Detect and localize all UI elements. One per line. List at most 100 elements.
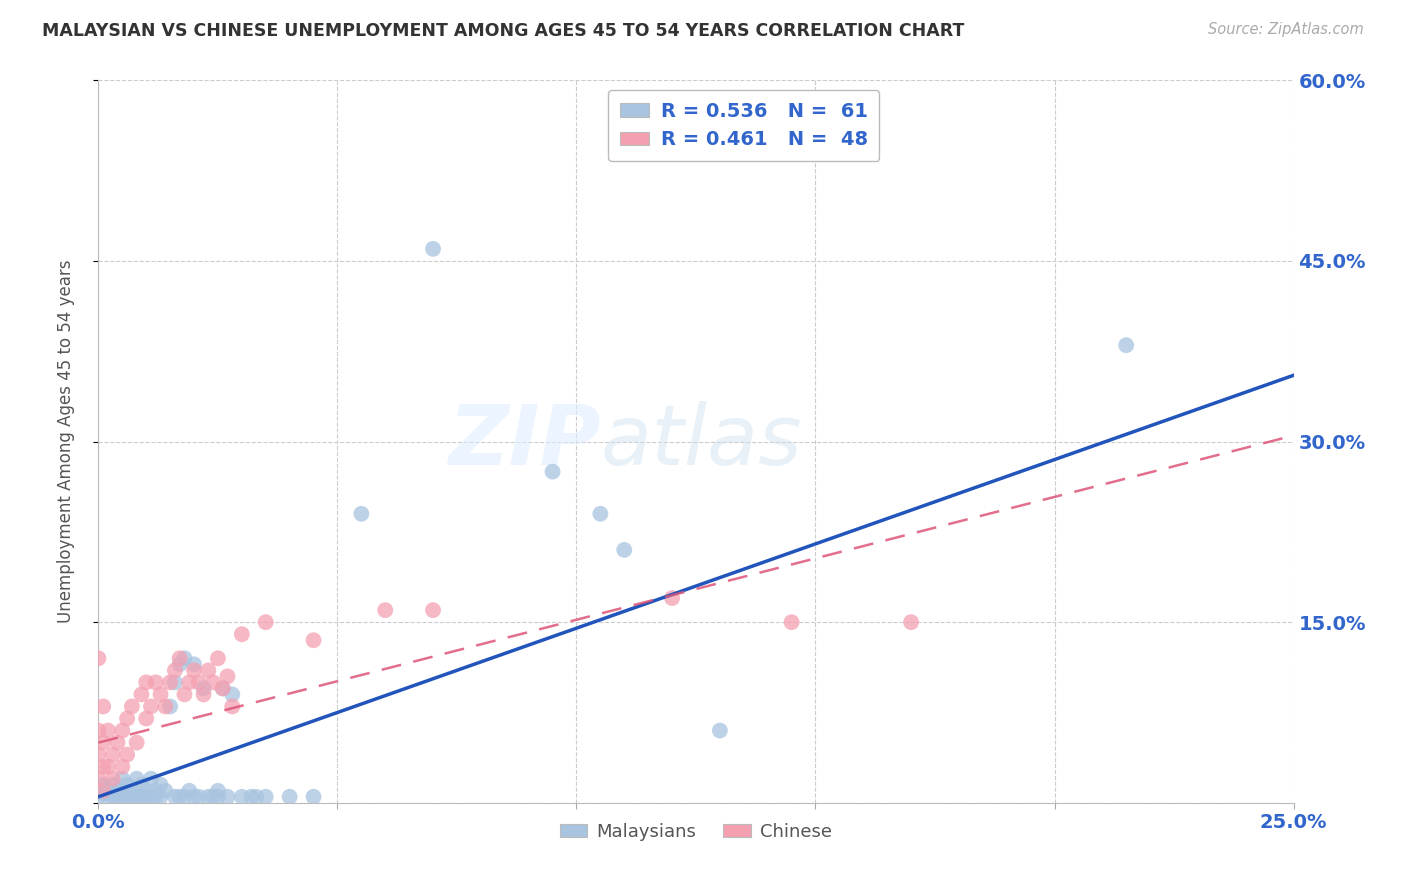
Point — [107, 789, 129, 804]
Point — [613, 542, 636, 557]
Point — [179, 675, 201, 690]
Point — [163, 675, 186, 690]
Point — [111, 772, 134, 786]
Point — [350, 507, 373, 521]
Point — [101, 747, 124, 762]
Point — [187, 675, 209, 690]
Point — [115, 747, 138, 762]
Point — [661, 591, 683, 605]
Point — [159, 675, 181, 690]
Point — [422, 242, 444, 256]
Point — [187, 789, 209, 804]
Point — [91, 784, 114, 798]
Point — [145, 675, 167, 690]
Point — [97, 789, 120, 804]
Point — [115, 789, 138, 804]
Point — [101, 772, 124, 786]
Point — [254, 615, 277, 630]
Point — [121, 789, 143, 804]
Text: atlas: atlas — [600, 401, 801, 482]
Point — [217, 669, 239, 683]
Point — [231, 627, 253, 641]
Point — [135, 675, 157, 690]
Point — [183, 664, 205, 678]
Point — [135, 784, 157, 798]
Point — [780, 615, 803, 630]
Point — [1115, 338, 1137, 352]
Point — [709, 723, 731, 738]
Point — [211, 681, 233, 696]
Point — [163, 664, 186, 678]
Point — [115, 778, 138, 792]
Point — [111, 723, 134, 738]
Y-axis label: Unemployment Among Ages 45 to 54 years: Unemployment Among Ages 45 to 54 years — [56, 260, 75, 624]
Point — [121, 699, 143, 714]
Point — [173, 687, 195, 701]
Point — [107, 784, 129, 798]
Point — [179, 784, 201, 798]
Point — [121, 784, 143, 798]
Point — [91, 760, 114, 774]
Point — [139, 772, 162, 786]
Point — [900, 615, 922, 630]
Point — [97, 760, 120, 774]
Point — [139, 789, 162, 804]
Text: Source: ZipAtlas.com: Source: ZipAtlas.com — [1208, 22, 1364, 37]
Point — [207, 651, 229, 665]
Point — [97, 723, 120, 738]
Point — [173, 651, 195, 665]
Point — [91, 699, 114, 714]
Point — [139, 699, 162, 714]
Point — [87, 789, 110, 804]
Point — [115, 712, 138, 726]
Point — [145, 789, 167, 804]
Point — [91, 786, 114, 800]
Point — [221, 699, 243, 714]
Point — [193, 681, 215, 696]
Point — [202, 789, 225, 804]
Point — [107, 735, 129, 749]
Point — [149, 778, 172, 792]
Point — [169, 651, 191, 665]
Point — [87, 747, 110, 762]
Point — [91, 735, 114, 749]
Point — [87, 784, 110, 798]
Point — [125, 735, 148, 749]
Text: MALAYSIAN VS CHINESE UNEMPLOYMENT AMONG AGES 45 TO 54 YEARS CORRELATION CHART: MALAYSIAN VS CHINESE UNEMPLOYMENT AMONG … — [42, 22, 965, 40]
Point — [207, 789, 229, 804]
Point — [183, 657, 205, 672]
Point — [101, 789, 124, 804]
Point — [374, 603, 396, 617]
Point — [149, 789, 172, 804]
Point — [240, 789, 263, 804]
Point — [131, 687, 153, 701]
Point — [111, 789, 134, 804]
Point — [207, 784, 229, 798]
Point — [422, 603, 444, 617]
Point — [125, 789, 148, 804]
Point — [169, 657, 191, 672]
Point — [87, 772, 110, 786]
Point — [155, 699, 177, 714]
Point — [163, 789, 186, 804]
Point — [197, 664, 219, 678]
Point — [254, 789, 277, 804]
Point — [278, 789, 301, 804]
Point — [111, 760, 134, 774]
Point — [97, 784, 120, 798]
Point — [173, 789, 195, 804]
Point — [135, 712, 157, 726]
Point — [245, 789, 267, 804]
Point — [149, 687, 172, 701]
Point — [169, 789, 191, 804]
Point — [197, 789, 219, 804]
Point — [589, 507, 612, 521]
Point — [302, 789, 325, 804]
Point — [131, 789, 153, 804]
Point — [87, 651, 110, 665]
Point — [217, 789, 239, 804]
Point — [145, 784, 167, 798]
Point — [221, 687, 243, 701]
Point — [211, 681, 233, 696]
Point — [302, 633, 325, 648]
